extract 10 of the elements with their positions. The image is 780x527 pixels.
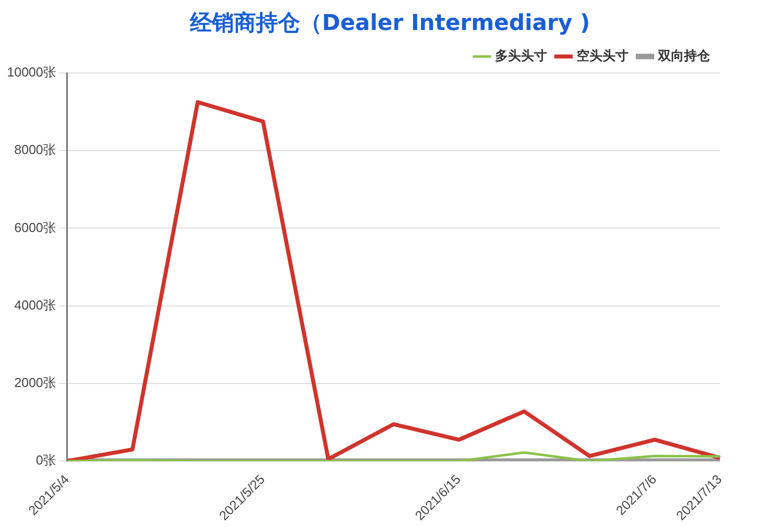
y-tick-label: 0张 <box>36 452 56 468</box>
y-tick-label: 2000张 <box>14 375 56 390</box>
legend-label: 多头头寸 <box>495 48 547 64</box>
y-tick-label: 8000张 <box>14 142 56 158</box>
y-tick-label: 6000张 <box>14 220 56 235</box>
legend-label: 空头头寸 <box>576 48 628 64</box>
chart-title: 经销商持仓（Dealer Intermediary ) <box>188 10 592 38</box>
y-tick-label: 10000张 <box>6 64 56 80</box>
legend-label: 双向持仓 <box>657 48 711 64</box>
y-tick-label: 4000张 <box>14 297 56 312</box>
